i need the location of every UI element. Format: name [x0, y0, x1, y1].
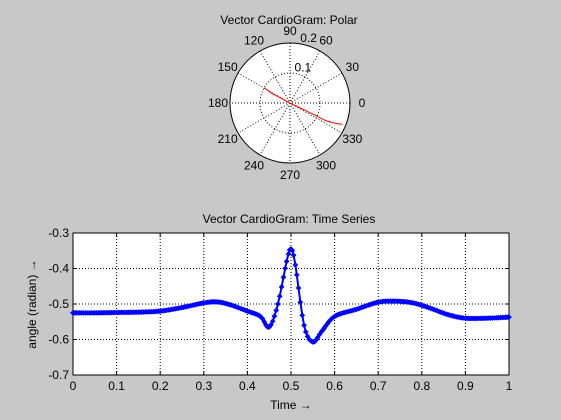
series-marker: [282, 265, 289, 272]
x-tick-label: 0.5: [283, 379, 300, 393]
x-tick-label: 0.7: [370, 379, 387, 393]
series-marker: [276, 293, 283, 300]
series-marker: [280, 274, 287, 281]
time-series-y-axis-label: angle (radian) →: [25, 259, 39, 348]
x-tick-label: 0.3: [195, 379, 212, 393]
x-tick-label: 0.6: [326, 379, 343, 393]
series-marker: [301, 322, 308, 329]
polar-radial-label: 0.1: [295, 61, 312, 75]
x-tick-label: 0.1: [108, 379, 125, 393]
series-marker: [271, 313, 278, 320]
polar-angle-label: 210: [218, 132, 238, 146]
polar-chart: Vector CardioGram: Polar 0 30 60 90 120 150 18…: [208, 13, 366, 182]
y-tick-label: -0.7: [48, 368, 69, 382]
x-tick-label: 0.4: [239, 379, 256, 393]
series-marker: [273, 307, 280, 314]
series-marker: [297, 299, 304, 306]
time-series-x-ticks: 0 0.1 0.2 0.3 0.4 0.5 0.6 0.7 0.8 0.9 1: [70, 233, 513, 393]
time-series-grid: [73, 233, 509, 375]
series-marker: [274, 301, 281, 307]
polar-angle-label: 300: [316, 158, 336, 172]
x-tick-label: 0.9: [457, 379, 474, 393]
polar-angle-label: 0: [359, 96, 366, 110]
series-marker: [295, 285, 302, 291]
series-marker: [278, 283, 285, 290]
polar-angle-label: 120: [244, 34, 264, 48]
polar-radial-labels: 0.1 0.2: [295, 31, 318, 74]
y-tick-label: -0.6: [48, 333, 69, 347]
polar-title: Vector CardioGram: Polar: [220, 13, 357, 27]
series-marker: [292, 261, 299, 268]
polar-radial-label: 0.2: [300, 31, 317, 45]
polar-trace: [264, 87, 343, 125]
polar-angle-labels: 0 30 60 90 120 150 180 210 240 270 300 330: [208, 24, 366, 182]
series-marker: [285, 251, 292, 257]
x-tick-label: 0: [70, 379, 77, 393]
time-series-y-ticks: -0.3 -0.4 -0.5 -0.6 -0.7: [48, 226, 509, 382]
series-marker: [506, 314, 512, 321]
x-tick-label: 0.2: [152, 379, 169, 393]
series-marker: [269, 318, 276, 325]
polar-angle-label: 60: [319, 34, 333, 48]
y-tick-label: -0.5: [48, 297, 69, 311]
x-tick-label: 0.8: [413, 379, 430, 393]
y-tick-label: -0.3: [48, 226, 69, 240]
y-tick-label: -0.4: [48, 262, 69, 276]
polar-angle-label: 240: [244, 158, 264, 172]
polar-angle-label: 150: [218, 60, 238, 74]
time-series-x-axis-label: Time →: [270, 398, 312, 412]
polar-angle-label: 30: [346, 60, 360, 74]
series-marker: [299, 312, 306, 319]
x-tick-label: 1: [506, 379, 513, 393]
polar-trace-line: [264, 87, 343, 125]
series-marker: [289, 247, 296, 254]
series-marker: [302, 328, 309, 335]
time-series-series: [70, 246, 512, 345]
series-marker: [283, 258, 290, 265]
time-series-title: Vector CardioGram: Time Series: [203, 212, 376, 226]
polar-angle-label: 180: [208, 96, 228, 110]
time-series-chart: Vector CardioGram: Time Series 0 0.1 0.2 0.…: [25, 212, 513, 412]
series-marker: [293, 271, 300, 278]
polar-angle-label: 330: [342, 132, 362, 146]
series-marker: [290, 252, 297, 259]
polar-angle-label: 90: [283, 24, 297, 38]
polar-angle-label: 270: [280, 168, 300, 182]
